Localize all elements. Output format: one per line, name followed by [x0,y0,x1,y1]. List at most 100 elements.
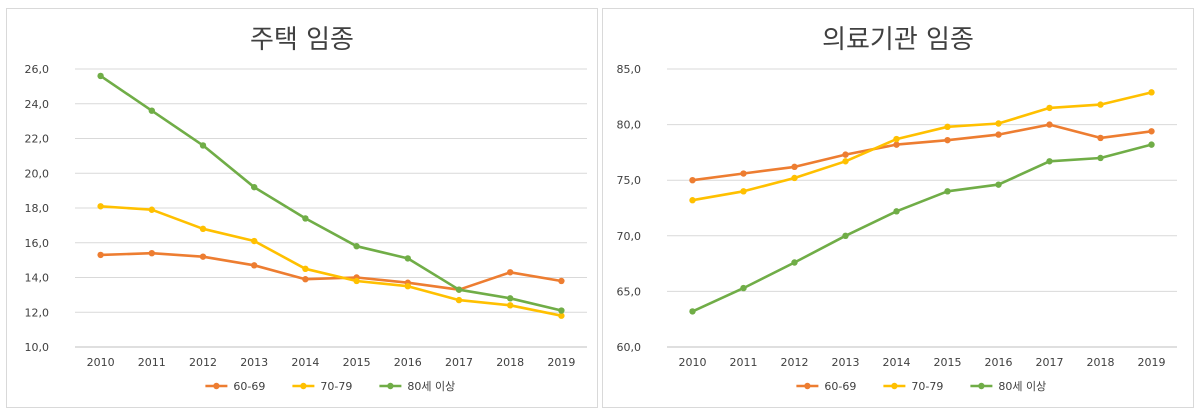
x-tick-label: 2010 [87,356,115,369]
line-chart-home-death: 10,0 12,0 14,0 16,0 18,0 20,0 22,0 24,0 26,0 2010… [25,63,587,393]
data-point [302,215,309,222]
data-point [791,174,798,182]
y-tick-label: 26,0 [25,63,50,76]
data-point [97,72,104,80]
data-point [842,158,849,165]
data-point [404,255,411,262]
x-tick-label: 2018 [496,356,524,369]
data-point [842,232,849,239]
data-point [148,206,155,213]
data-point [791,163,798,171]
y-tick-label: 75,0 [617,174,642,187]
data-point [251,183,258,191]
x-tick-label: 2011 [138,356,166,369]
data-point [995,131,1002,138]
data-point [791,259,798,266]
data-point [353,277,360,285]
data-point [893,135,900,143]
data-point [507,269,514,276]
y-tick-label: 24,0 [25,98,50,111]
data-point [1046,104,1053,112]
data-point [893,208,900,215]
data-point [199,225,207,233]
data-point [689,197,696,204]
legend-marker [300,382,307,390]
chart-title: 주택 임종 [250,25,354,55]
y-tick-label: 18,0 [25,202,50,215]
data-point [199,253,207,260]
legend-label: 70-79 [320,380,352,393]
legend-label: 60-69 [824,380,856,393]
data-point [1148,128,1155,135]
legend-label: 60-69 [233,380,265,393]
chart-panel-hospital-death: 의료기관 임종 60,0 65,0 70,0 75,0 80,0 85,0 2010 2011… [602,8,1194,408]
x-tick-label: 2016 [394,356,422,369]
data-point [995,120,1002,127]
data-point [455,286,463,293]
data-point [302,265,309,273]
data-point [1148,141,1155,148]
data-point [1046,158,1053,165]
x-tick-label: 2013 [240,356,268,369]
line-chart-hospital-death: 60,0 65,0 70,0 75,0 80,0 85,0 2010 2011 2012 2013… [617,63,1177,393]
y-tick-label: 10,0 [25,341,50,354]
y-tick-label: 60,0 [617,341,642,354]
data-point [404,282,411,290]
x-tick-label: 2016 [985,356,1013,369]
data-point [199,142,207,149]
x-tick-label: 2019 [547,356,575,369]
x-tick-label: 2015 [343,356,371,369]
legend-label: 80세 이상 [998,380,1046,393]
data-point [558,307,565,314]
data-point [1097,154,1104,162]
y-tick-label: 12,0 [25,306,50,319]
data-point [97,203,104,210]
y-tick-label: 85,0 [617,63,642,76]
y-tick-label: 65,0 [617,285,642,298]
x-tick-label: 2017 [1036,356,1064,369]
data-point [251,262,258,269]
legend-marker [891,382,898,390]
y-tick-label: 14,0 [25,272,50,285]
legend-label: 70-79 [911,380,943,393]
x-tick-label: 2014 [291,356,319,369]
data-point [944,136,951,144]
data-point [1148,89,1155,96]
x-tick-label: 2015 [934,356,962,369]
data-point [944,123,951,131]
chart-panel-home-death: 주택 임종 10,0 12,0 14,0 16,0 18,0 20,0 22,0 24,0 26… [6,8,598,408]
data-point [353,243,360,250]
y-tick-label: 70,0 [617,230,642,243]
data-point [251,237,258,245]
series-line [691,143,1153,313]
data-point [1097,134,1104,142]
x-tick-label: 2017 [445,356,473,369]
y-tick-label: 16,0 [25,237,50,250]
x-tick-label: 2012 [781,356,809,369]
data-point [995,181,1002,188]
x-tick-label: 2014 [883,356,911,369]
data-point [944,188,951,195]
series-line [99,251,563,292]
data-point [507,302,514,309]
x-tick-label: 2012 [189,356,217,369]
series-line [691,123,1153,182]
chart-title: 의료기관 임종 [822,25,974,55]
data-point [740,284,747,292]
data-point [1097,101,1104,108]
legend-marker [387,382,394,390]
data-point [689,308,696,315]
data-point [148,107,155,114]
legend-label: 80세 이상 [407,380,455,393]
x-tick-label: 2010 [679,356,707,369]
data-point [97,251,104,259]
data-point [740,170,747,177]
data-point [302,276,309,283]
data-point [507,295,514,302]
y-tick-label: 22,0 [25,133,50,146]
y-tick-label: 80,0 [617,119,642,132]
series-line [99,205,563,318]
data-point [148,249,155,257]
legend-marker [978,382,985,390]
data-point [1046,121,1053,128]
